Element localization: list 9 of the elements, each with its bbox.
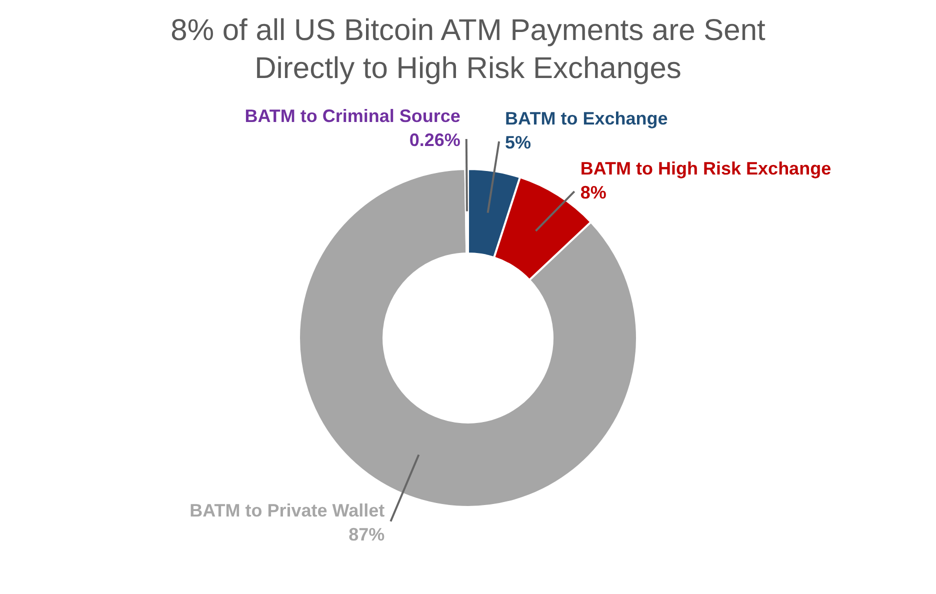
slice-label: BATM to High Risk Exchange bbox=[580, 158, 832, 178]
data-label: 5% bbox=[505, 132, 532, 152]
data-label: 0.26% bbox=[409, 130, 460, 150]
data-label: 8% bbox=[580, 182, 606, 202]
data-label: 87% bbox=[348, 524, 385, 544]
chart-title: 8% of all US Bitcoin ATM Payments are Sent Directly to High Risk Exchanges bbox=[170, 13, 766, 87]
slice-label: BATM to Private Wallet bbox=[190, 500, 385, 520]
slice-label: BATM to Exchange bbox=[505, 108, 668, 128]
slice-label: BATM to Criminal Source bbox=[244, 106, 460, 126]
